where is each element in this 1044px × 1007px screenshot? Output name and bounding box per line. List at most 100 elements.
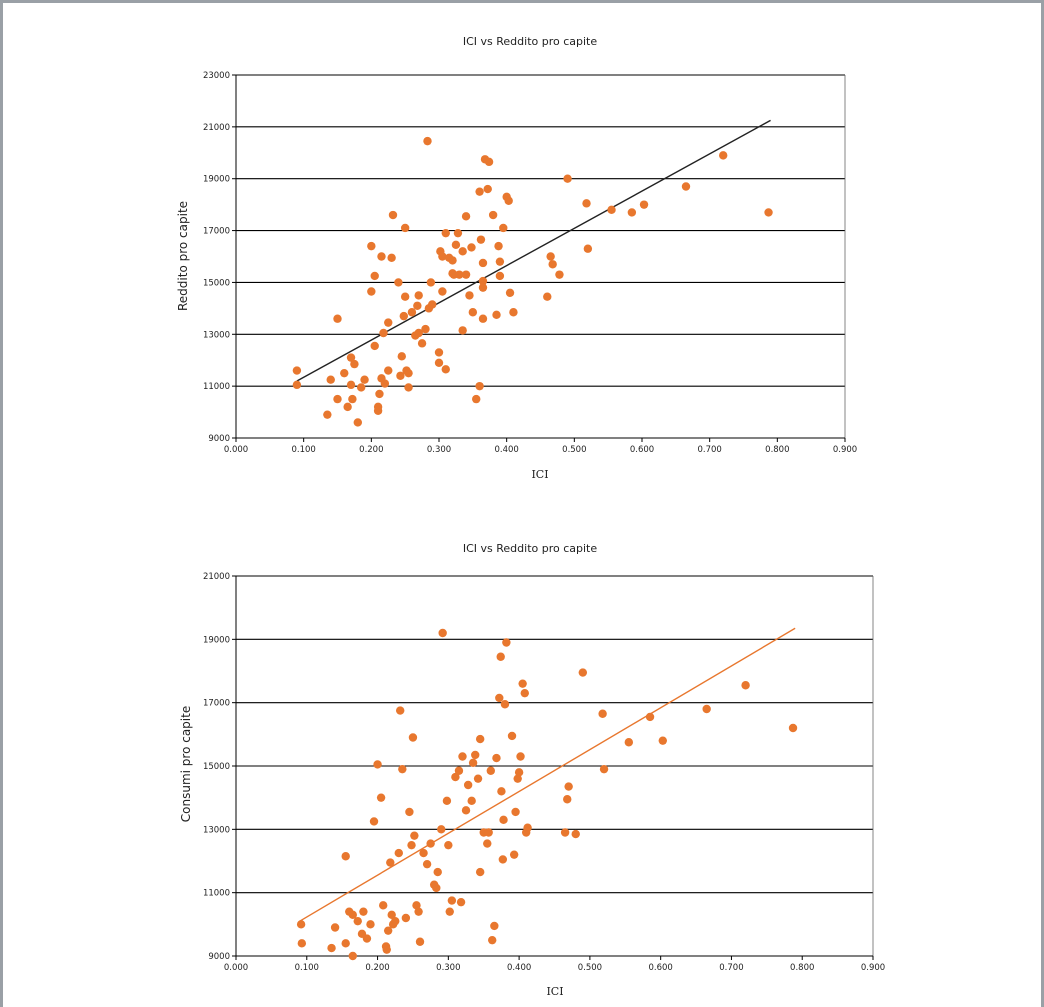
data-point	[417, 339, 427, 348]
y-tick-label: 17000	[203, 227, 230, 237]
data-point	[292, 380, 302, 390]
data-point	[386, 858, 395, 867]
x-tick-label: 0.500	[578, 963, 602, 973]
data-point	[478, 314, 488, 323]
data-point	[520, 688, 529, 698]
data-point	[494, 241, 503, 251]
chart-title: ICI vs Reddito pro capite	[463, 542, 598, 555]
data-point	[348, 910, 357, 920]
data-point	[719, 151, 728, 160]
data-point	[382, 945, 391, 954]
data-point	[414, 328, 423, 338]
data-point	[414, 907, 423, 916]
data-point	[453, 228, 463, 238]
data-point	[346, 353, 356, 362]
data-point	[471, 750, 480, 760]
data-point	[523, 823, 532, 832]
data-point	[373, 760, 382, 769]
data-point	[341, 852, 350, 861]
data-point	[473, 774, 483, 783]
x-tick-label: 0.800	[790, 963, 814, 973]
trendline	[296, 119, 771, 382]
data-point	[499, 223, 508, 233]
y-tick-label: 19000	[203, 175, 230, 185]
data-point	[454, 766, 464, 775]
data-point	[296, 920, 306, 929]
data-point	[599, 764, 609, 774]
data-point	[399, 311, 409, 321]
trendline	[299, 627, 796, 922]
data-point	[413, 301, 422, 310]
data-point	[379, 901, 388, 910]
data-point	[543, 292, 552, 301]
data-point	[388, 210, 398, 220]
data-point	[627, 208, 637, 217]
data-point	[376, 793, 386, 802]
x-tick-label: 0.400	[507, 963, 531, 973]
data-point	[359, 907, 368, 916]
x-tick-label: 0.500	[562, 445, 586, 455]
data-point	[419, 848, 428, 858]
data-point	[447, 896, 457, 905]
data-point	[326, 375, 335, 384]
data-point	[426, 278, 436, 287]
data-point	[497, 787, 506, 796]
data-point	[511, 807, 520, 817]
data-point	[492, 753, 501, 763]
data-point	[578, 668, 588, 677]
data-point	[387, 253, 396, 262]
data-point	[500, 700, 510, 709]
data-point	[333, 314, 342, 323]
x-tick-label: 0.100	[291, 445, 315, 455]
data-point	[681, 182, 691, 191]
data-point	[400, 292, 410, 301]
data-point	[495, 257, 505, 266]
data-point	[422, 859, 432, 869]
data-point	[387, 910, 396, 920]
data-point	[400, 223, 410, 233]
data-point	[788, 723, 798, 733]
data-point	[488, 210, 498, 220]
data-point	[362, 934, 372, 943]
data-point	[367, 287, 376, 296]
data-point	[496, 652, 505, 661]
data-point	[509, 850, 519, 859]
data-point	[384, 366, 393, 375]
data-point	[478, 258, 488, 268]
data-point	[456, 897, 466, 907]
data-point	[548, 260, 557, 269]
data-point	[598, 709, 607, 718]
data-point	[563, 795, 572, 804]
data-point	[366, 920, 375, 929]
data-point	[475, 187, 484, 196]
data-point	[394, 848, 403, 858]
data-point	[421, 324, 430, 334]
data-point	[455, 270, 464, 279]
data-point	[451, 772, 460, 782]
data-point	[467, 796, 476, 806]
data-point	[488, 935, 497, 945]
data-point	[483, 839, 492, 848]
y-tick-label: 15000	[203, 762, 230, 772]
y-tick-label: 11000	[203, 889, 230, 899]
data-point	[438, 252, 447, 261]
chart-reddito: ICI vs Reddito pro capite Reddito pro ca…	[176, 35, 857, 481]
data-point	[401, 913, 411, 923]
y-axis-label: Reddito pro capite	[176, 201, 190, 311]
data-point	[546, 252, 555, 261]
data-point	[498, 855, 508, 864]
data-point	[404, 368, 413, 378]
data-point	[495, 271, 505, 281]
data-point	[490, 921, 499, 931]
data-point	[639, 200, 649, 209]
data-point	[398, 764, 407, 774]
data-point	[415, 937, 425, 946]
x-tick-label: 0.200	[359, 445, 383, 455]
data-point	[346, 380, 356, 390]
data-point	[583, 244, 593, 253]
x-axis-label: ICI	[531, 468, 548, 481]
y-tick-label: 9000	[208, 434, 230, 444]
y-tick-label: 21000	[203, 123, 230, 133]
